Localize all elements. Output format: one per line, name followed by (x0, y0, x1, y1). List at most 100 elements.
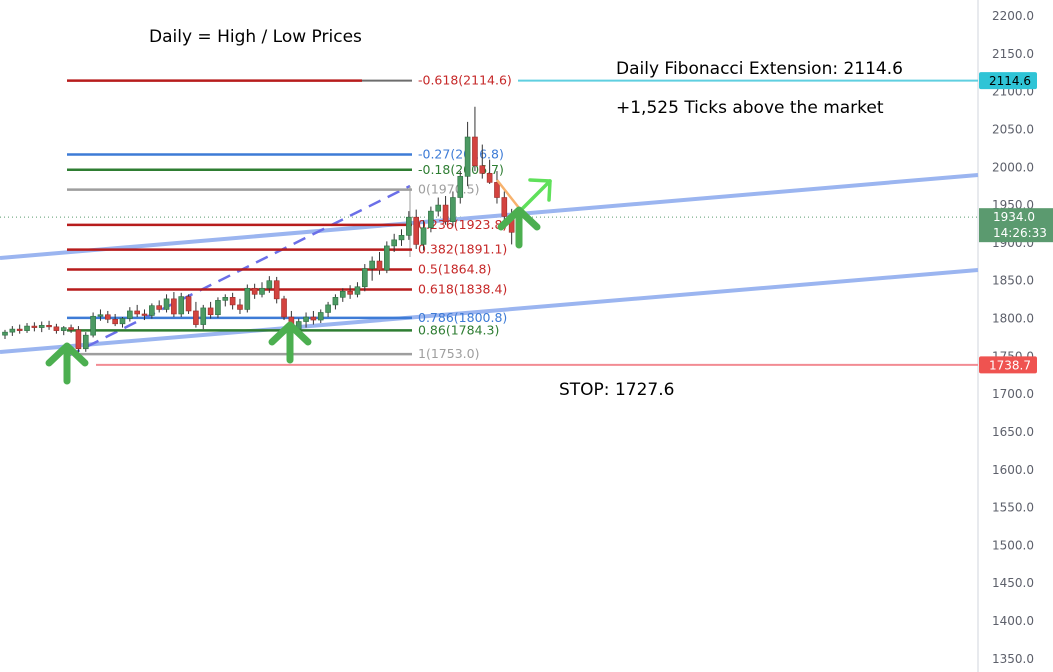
candle (178, 292, 185, 318)
chart-title: Daily = High / Low Prices (149, 27, 362, 47)
price-tick-label: 1600.0 (992, 463, 1034, 477)
badge-extension-label: 2114.6 (989, 74, 1031, 88)
up-arrow-icon (45, 342, 89, 385)
candle (266, 276, 273, 293)
candle (479, 144, 486, 179)
candle (207, 301, 214, 319)
candle (90, 312, 96, 338)
badge-current-price: 1934.0 (993, 210, 1035, 224)
candle (229, 292, 236, 310)
candle (119, 317, 126, 328)
candle (369, 256, 375, 281)
badge-current: 1934.0 14:26:33 (979, 208, 1053, 243)
candle (332, 294, 339, 310)
candle (317, 309, 324, 324)
candle (259, 282, 265, 298)
price-axis[interactable]: 2200.02150.02100.02050.02000.01950.01900… (992, 9, 1034, 666)
candle (38, 321, 45, 333)
candle (472, 106, 478, 172)
price-tick-label: 2150.0 (992, 47, 1034, 61)
candle (149, 303, 155, 319)
fib-level-label: 0.618(1838.4) (418, 281, 507, 296)
fibonacci-retracement[interactable]: -0.618(2114.6)-0.27(2016.8)-0.18(2006.7)… (67, 73, 512, 361)
candle (97, 309, 104, 321)
badge-stop-label: 1738.7 (989, 358, 1031, 372)
candle (9, 326, 16, 336)
candle (185, 294, 192, 314)
candle (494, 171, 500, 204)
candle (53, 323, 60, 334)
candle (31, 322, 38, 332)
fib-level-label: 0(1970.5) (418, 182, 479, 197)
candle (75, 326, 82, 354)
candle (134, 304, 140, 318)
up-arrow-icon (497, 206, 541, 249)
dashed-trend-line[interactable] (67, 184, 411, 358)
badge-current-time: 14:26:33 (993, 226, 1047, 240)
fib-level-label: 0.786(1800.8) (418, 310, 507, 325)
candle (420, 220, 427, 251)
fib-level-label: 0.382(1891.1) (418, 242, 507, 257)
candle (156, 300, 162, 313)
fib-level-label: -0.27(2016.8) (418, 147, 504, 162)
ticks-annotation: +1,525 Ticks above the market (616, 98, 884, 118)
candle (376, 251, 383, 275)
badge-extension: 2114.6 (979, 72, 1037, 90)
candle (273, 276, 280, 304)
candle (200, 304, 207, 330)
candle (60, 326, 67, 336)
candle (501, 191, 508, 222)
candle (325, 301, 331, 318)
fib-level-label: 0.86(1784.3) (418, 322, 499, 337)
lower-channel-line[interactable] (0, 268, 979, 354)
candle (215, 297, 221, 318)
candle (428, 206, 434, 233)
up-arrow-icon (268, 321, 312, 364)
candle (464, 121, 471, 187)
price-tick-label: 1800.0 (992, 312, 1034, 326)
candle (251, 283, 258, 299)
candle (244, 284, 251, 313)
candle (486, 159, 493, 184)
candle (384, 241, 390, 274)
upper-channel-line[interactable] (0, 173, 979, 260)
candle (435, 197, 442, 217)
candle (24, 323, 30, 333)
price-tick-label: 1550.0 (992, 501, 1034, 515)
candle (193, 301, 199, 328)
candle (391, 233, 397, 252)
fib-level-label: 1(1753.0) (418, 346, 479, 361)
candle (361, 264, 368, 292)
price-tick-label: 2200.0 (992, 9, 1034, 23)
candle (16, 324, 23, 334)
candle (413, 209, 420, 249)
extension-annotation: Daily Fibonacci Extension: 2114.6 (616, 59, 903, 79)
candle (310, 310, 317, 325)
fib-level-label: 0.236(1923.8) (418, 217, 507, 232)
candle (2, 329, 8, 339)
price-tick-label: 1450.0 (992, 576, 1034, 590)
price-tick-label: 1850.0 (992, 274, 1034, 288)
price-tick-label: 2050.0 (992, 122, 1034, 136)
candle (281, 295, 287, 321)
candle (442, 195, 449, 225)
candle (354, 282, 361, 298)
candle (127, 307, 133, 322)
candle (237, 298, 243, 314)
candle (163, 294, 170, 313)
price-tick-label: 1350.0 (992, 652, 1034, 666)
candle (141, 309, 148, 321)
candle (450, 191, 456, 227)
candle (398, 229, 405, 246)
candle (112, 313, 118, 327)
candle (82, 332, 89, 352)
badge-stop: 1738.7 (979, 356, 1037, 374)
candle (68, 324, 74, 333)
candle (406, 211, 412, 240)
candle (222, 294, 229, 307)
candlestick-series (2, 106, 522, 354)
price-tick-label: 1500.0 (992, 538, 1034, 552)
fib-level-label: -0.618(2114.6) (418, 73, 512, 88)
candle (303, 312, 309, 328)
